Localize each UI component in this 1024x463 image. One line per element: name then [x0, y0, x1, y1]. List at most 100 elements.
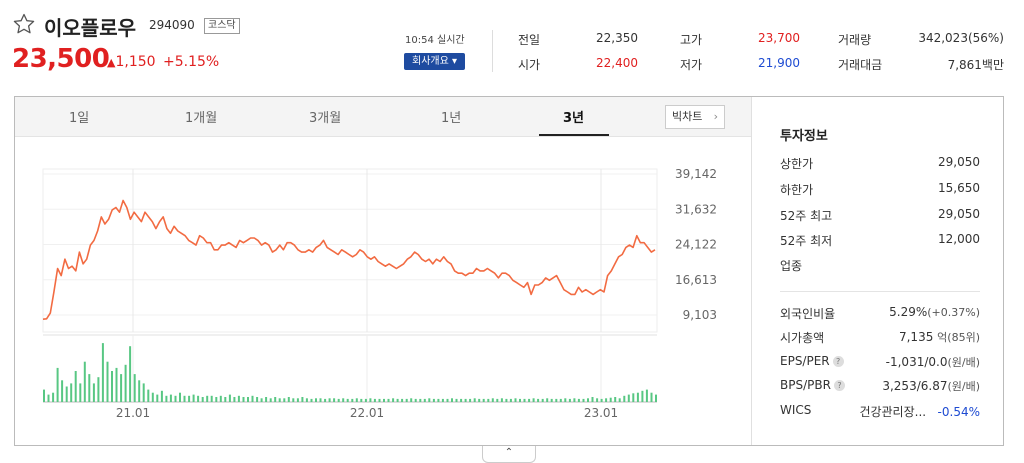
volume-bar [487, 398, 490, 402]
summary-value: 21,900 [758, 56, 800, 70]
price-change: ▲1,150 [107, 54, 156, 70]
volume-bar [423, 398, 426, 402]
volume-bar [596, 398, 599, 402]
volume-bar [269, 398, 272, 402]
volume-bar [319, 398, 322, 402]
eps-per-row: EPS/PER? -1,031/0.0(원/배) [780, 354, 980, 369]
volume-bar [482, 398, 485, 402]
volume-bar [315, 398, 317, 402]
volume-bar [52, 392, 55, 402]
stock-name: 이오플로우 [44, 16, 136, 40]
volume-bar [151, 392, 154, 402]
change-value: 1,150 [115, 54, 156, 70]
volume-bar [292, 398, 295, 402]
divider [780, 291, 980, 292]
period-tabs: 1일 1개월 3개월 1년 3년 빅차트 › [15, 97, 751, 137]
volume-bar [247, 397, 249, 402]
volume-bar [197, 395, 200, 402]
bps-pbr-row: BPS/PBR? 3,253/6.87(원/배) [780, 378, 980, 393]
y-tick-label: 24,122 [675, 238, 717, 252]
volume-bar [278, 398, 281, 402]
volume-bar [179, 392, 181, 402]
volume-bar [88, 374, 91, 402]
volume-bar [532, 398, 535, 402]
price-line [42, 199, 656, 320]
help-icon[interactable]: ? [832, 356, 844, 367]
market-cap-row: 시가총액 7,135 억(85위) [780, 330, 980, 345]
summary-value: 22,350 [596, 31, 638, 45]
volume-bar [328, 398, 331, 402]
volume-bar [188, 395, 191, 402]
volume-bar [351, 398, 354, 402]
volume-bar [437, 398, 440, 402]
volume-bar [70, 383, 73, 402]
volume-bar [124, 364, 127, 402]
y-tick-label: 31,632 [675, 202, 717, 216]
volume-bar [469, 398, 472, 402]
wics-row: WICS 건강관리장... -0.54% [780, 403, 980, 419]
volume-bar [251, 395, 254, 402]
volume-bar [577, 398, 580, 402]
volume-bar [573, 398, 576, 402]
summary-value: 22,400 [596, 56, 638, 70]
volume-bar [582, 398, 585, 402]
volume-bar [233, 397, 236, 402]
volume-bar [392, 398, 395, 402]
collapse-button[interactable]: ⌃ [482, 446, 536, 463]
chart-panel: 1일 1개월 3개월 1년 3년 빅차트 › 39,142 31,632 24,12… [14, 96, 1004, 446]
tab-1y[interactable]: 1년 [441, 111, 462, 126]
chevron-up-icon: ⌃ [504, 447, 514, 458]
volume-bar [550, 398, 553, 402]
price-chart[interactable]: 39,142 31,632 24,122 16,613 9,103 21.01 22.01 2… [15, 137, 751, 445]
volume-bar [500, 398, 503, 402]
volume-bar [296, 398, 299, 402]
market-badge: 코스닥 [204, 18, 240, 34]
x-tick-label: 22.01 [350, 406, 384, 420]
tab-3y[interactable]: 3년 [563, 111, 585, 126]
volume-bar [138, 380, 141, 402]
company-overview-button[interactable]: 회사개요 ▾ [404, 53, 465, 70]
volume-bar [451, 398, 453, 402]
favorite-star-icon[interactable] [12, 12, 36, 36]
volume-bar [242, 397, 245, 402]
volume-bar [509, 398, 512, 402]
tab-1d[interactable]: 1일 [69, 111, 90, 126]
volume-bar [43, 389, 45, 402]
volume-bar [61, 380, 64, 402]
info-row: 업종 [780, 259, 803, 273]
volume-bar [364, 398, 367, 402]
wics-link[interactable]: 건강관리장... [859, 405, 927, 419]
volume-bar [165, 395, 168, 402]
volume-bar [147, 389, 150, 402]
volume-bar [224, 397, 227, 402]
volume-bar [183, 395, 186, 402]
volume-bar [301, 397, 304, 402]
volume-bar [441, 398, 444, 402]
tab-3m[interactable]: 3개월 [309, 111, 342, 126]
volume-bar [455, 398, 458, 402]
volume-bar [92, 383, 95, 402]
volume-bar [373, 398, 376, 402]
volume-bar [546, 398, 549, 402]
volume-bar [432, 398, 435, 402]
volume-bar [650, 392, 653, 402]
summary-label: 시가 [518, 58, 541, 72]
volume-bar [337, 398, 340, 402]
volume-bar [111, 371, 113, 402]
summary-value: 7,861백만 [947, 58, 1004, 72]
volume-bar [129, 346, 132, 402]
volume-bar [192, 394, 195, 402]
volume-bar [156, 394, 159, 402]
volume-bar [600, 398, 603, 402]
volume-bar [564, 398, 567, 402]
volume-bar [342, 398, 345, 402]
current-price: 23,500 [12, 44, 110, 74]
big-chart-label: 빅차트 [672, 110, 703, 123]
volume-bar [568, 398, 571, 402]
volume-bar [632, 393, 635, 402]
volume-bar [473, 398, 476, 402]
big-chart-button[interactable]: 빅차트 › [665, 105, 725, 129]
volume-bar [83, 361, 86, 402]
tab-1m[interactable]: 1개월 [185, 111, 218, 126]
help-icon[interactable]: ? [833, 380, 845, 391]
